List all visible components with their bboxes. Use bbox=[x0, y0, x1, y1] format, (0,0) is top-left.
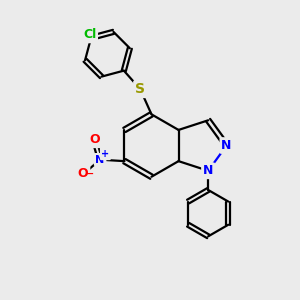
Text: +: + bbox=[101, 149, 110, 159]
Text: N: N bbox=[203, 164, 213, 177]
Text: O: O bbox=[78, 167, 88, 179]
Text: N: N bbox=[95, 155, 105, 165]
Text: S: S bbox=[135, 82, 145, 96]
Text: N: N bbox=[221, 139, 232, 152]
Text: Cl: Cl bbox=[83, 28, 96, 41]
Text: −: − bbox=[85, 169, 95, 178]
Text: O: O bbox=[89, 133, 100, 146]
